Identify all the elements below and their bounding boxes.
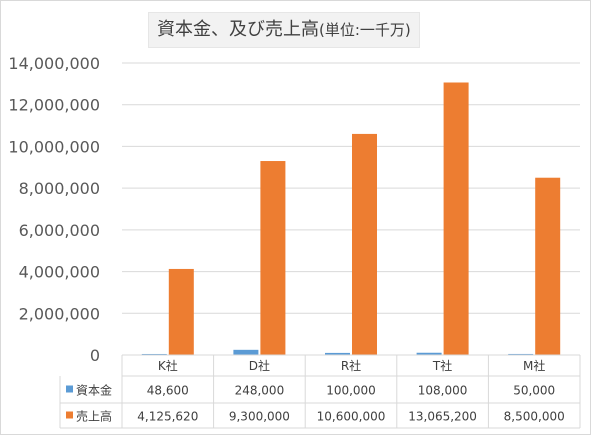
bar-sales [352, 133, 377, 355]
y-tick-label: 10,000,000 [8, 137, 100, 156]
legend-key-sales [66, 411, 73, 419]
bar-capital [508, 353, 534, 355]
y-tick-label: 8,000,000 [19, 179, 100, 198]
y-tick-label: 4,000,000 [19, 263, 100, 282]
category-label: T社 [432, 358, 452, 373]
y-tick-label: 12,000,000 [8, 96, 100, 115]
table-cell-value: 100,000 [326, 384, 376, 398]
bar-sales [443, 82, 469, 355]
table-cell-value: 248,000 [235, 384, 285, 398]
table-cell-value: 8,500,000 [504, 410, 565, 424]
category-label: D社 [249, 358, 270, 373]
bar-capital [416, 352, 442, 355]
bar-sales [168, 268, 194, 355]
table-cell-value: 50,000 [513, 384, 555, 398]
bar-sales [535, 177, 561, 355]
table-cell-value: 48,600 [147, 384, 189, 398]
chart-unit-label: (単位:一千万) [319, 21, 411, 39]
bar-capital [233, 349, 259, 355]
table-cell-value: 108,000 [418, 384, 468, 398]
table-cell-value: 4,125,620 [137, 410, 198, 424]
bar-capital [141, 353, 167, 355]
category-label: R社 [341, 358, 361, 373]
y-tick-label: 14,000,000 [8, 54, 100, 73]
legend-key-capital [66, 385, 73, 393]
table-cell-value: 13,065,200 [408, 410, 477, 424]
category-label: M社 [523, 358, 545, 373]
category-label: K社 [158, 358, 178, 373]
bar-sales [260, 161, 286, 355]
y-tick-label: 6,000,000 [19, 221, 100, 240]
table-cell-value: 10,600,000 [317, 410, 386, 424]
legend-label: 資本金 [76, 383, 112, 398]
bar-capital [325, 352, 350, 355]
chart-title: 資本金、及び売上高(単位:一千万) [148, 12, 420, 48]
legend-label: 売上高 [76, 409, 112, 424]
y-tick-label: 2,000,000 [19, 304, 100, 323]
y-tick-label: 0 [90, 346, 100, 365]
chart-title-text: 資本金、及び売上高 [157, 19, 319, 40]
table-cell-value: 9,300,000 [229, 410, 290, 424]
